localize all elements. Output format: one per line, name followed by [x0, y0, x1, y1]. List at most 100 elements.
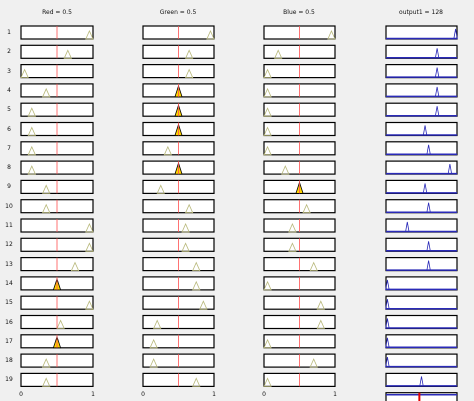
red-membership-triangle	[85, 242, 94, 252]
green-membership-triangle	[184, 49, 194, 59]
output-rule-plot	[385, 25, 458, 40]
green-membership-triangle	[149, 358, 158, 368]
red-membership-triangle	[27, 145, 37, 156]
blue-membership-triangle	[281, 165, 290, 175]
rule-number[interactable]: 9	[7, 183, 11, 191]
output-rule-plot	[385, 372, 458, 387]
red-membership-triangle	[56, 319, 65, 329]
green-membership-triangle	[149, 338, 158, 349]
blue-axis-tick-max: 1	[333, 391, 337, 398]
rule-number[interactable]: 14	[5, 279, 13, 287]
output-membership-triangle	[434, 48, 440, 59]
rule-number[interactable]: 15	[5, 299, 13, 307]
output-rule-plot	[385, 237, 458, 252]
output-rule-plot	[385, 257, 458, 272]
output-membership-triangle	[422, 125, 428, 136]
rule-number[interactable]: 19	[5, 376, 13, 384]
rule-number[interactable]: 13	[5, 260, 13, 268]
output-rule-plot	[385, 353, 458, 368]
output-membership-triangle	[434, 106, 440, 117]
red-membership-triangle	[27, 165, 37, 175]
rule-number[interactable]: 12	[5, 241, 13, 249]
output-membership-triangle	[422, 183, 428, 194]
output-membership-triangle	[385, 318, 390, 329]
red-membership-triangle	[41, 203, 51, 214]
blue-membership-triangle	[263, 126, 272, 136]
green-membership-triangle	[184, 68, 194, 78]
blue-membership-triangle	[316, 319, 325, 329]
green-axis-tick-max: 1	[212, 391, 216, 398]
rule-number[interactable]: 1	[7, 29, 11, 36]
rule-number[interactable]: 8	[7, 164, 11, 172]
rule-number[interactable]: 2	[7, 48, 11, 56]
rule-number[interactable]: 3	[7, 67, 11, 75]
rule-number[interactable]: 16	[5, 318, 13, 326]
blue-membership-triangle	[263, 107, 272, 117]
output-membership-triangle	[426, 144, 431, 155]
red-membership-triangle	[41, 184, 51, 194]
blue-membership-triangle	[288, 223, 297, 233]
blue-membership-triangle	[263, 87, 272, 98]
rule-number[interactable]: 5	[7, 106, 11, 114]
rule-number[interactable]: 6	[7, 125, 11, 133]
red-membership-triangle	[85, 30, 94, 40]
green-membership-triangle	[199, 300, 208, 310]
green-membership-triangle	[192, 261, 201, 272]
blue-membership-triangle	[263, 377, 272, 387]
blue-membership-triangle	[263, 145, 272, 156]
output-membership-triangle	[405, 221, 410, 233]
rule-number[interactable]: 10	[5, 202, 13, 210]
blue-membership-triangle	[274, 49, 283, 59]
header-green: Green = 0.5	[159, 9, 197, 16]
blue-membership-triangle	[263, 68, 272, 78]
rule-number[interactable]: 4	[7, 86, 11, 94]
blue-membership-triangle	[309, 261, 318, 272]
red-membership-triangle	[27, 107, 37, 117]
output-membership-triangle	[419, 376, 424, 387]
output-membership-triangle	[453, 28, 458, 40]
output-rule-plot	[385, 295, 458, 310]
green-membership-triangle	[192, 377, 201, 387]
blue-membership-triangle	[316, 300, 325, 310]
output-rule-plot	[385, 218, 458, 233]
blue-axis-tick-min: 0	[262, 391, 266, 398]
red-axis-tick-min: 0	[19, 391, 23, 398]
output-rule-plot	[385, 63, 458, 79]
rule-number[interactable]: 17	[5, 337, 13, 345]
output-rule-plot	[385, 314, 458, 330]
green-membership-triangle	[163, 145, 173, 156]
output-membership-triangle	[426, 241, 431, 252]
output-membership-triangle	[434, 67, 440, 78]
red-membership-triangle	[20, 68, 29, 78]
red-membership-triangle	[41, 358, 51, 368]
rule-number[interactable]: 7	[7, 144, 11, 152]
green-membership-triangle	[184, 203, 194, 214]
output-rule-plot	[385, 141, 458, 156]
green-membership-triangle	[181, 223, 190, 233]
output-rule-plot	[385, 179, 458, 194]
output-rule-plot	[385, 83, 458, 98]
output-rule-plot	[385, 334, 458, 349]
green-membership-triangle	[153, 319, 162, 329]
red-axis-tick-max: 1	[91, 391, 95, 398]
red-membership-triangle	[41, 87, 51, 98]
output-membership-triangle	[385, 299, 390, 310]
blue-membership-triangle	[288, 242, 297, 252]
red-membership-triangle	[85, 223, 94, 233]
rule-number[interactable]: 18	[5, 357, 13, 365]
green-membership-triangle	[192, 280, 201, 291]
green-membership-triangle	[156, 184, 165, 194]
blue-membership-triangle	[263, 338, 272, 349]
output-rule-plot	[385, 160, 458, 175]
output-membership-triangle	[434, 86, 440, 97]
output-membership-triangle	[385, 357, 390, 368]
blue-membership-triangle	[309, 358, 318, 368]
red-membership-triangle	[63, 49, 73, 59]
rule-number[interactable]: 11	[5, 222, 13, 229]
output-membership-triangle	[426, 260, 431, 271]
header-output: output1 = 128	[399, 9, 443, 16]
blue-membership-triangle	[327, 30, 336, 40]
output-rule-plot	[385, 276, 458, 291]
header-red: Red = 0.5	[42, 9, 72, 16]
